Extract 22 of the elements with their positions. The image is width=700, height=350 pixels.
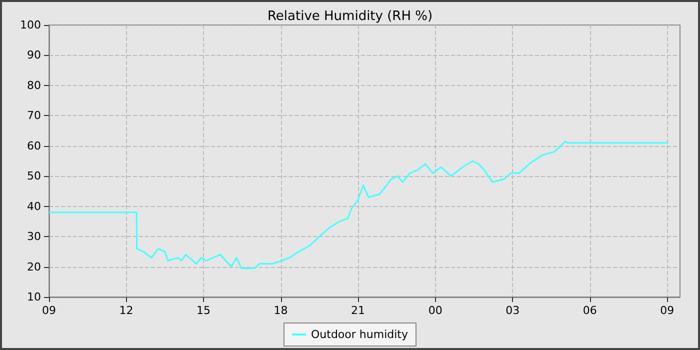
legend-label: Outdoor humidity (311, 328, 408, 341)
y-tick-label: 90 (27, 48, 41, 62)
y-tick-label: 10 (27, 290, 41, 304)
y-tick-label: 100 (20, 18, 41, 32)
y-tick-label: 70 (27, 109, 41, 122)
x-tick-label: 21 (351, 304, 366, 317)
x-tick-label: 15 (196, 304, 211, 317)
x-tick-label: 18 (274, 304, 288, 317)
chart-title: Relative Humidity (RH %) (267, 9, 433, 24)
y-tick-label: 50 (27, 170, 41, 183)
y-tick-label: 20 (27, 260, 41, 274)
x-tick-label: 09 (660, 304, 674, 317)
y-tick-label: 40 (27, 200, 41, 213)
y-tick-label: 60 (27, 139, 41, 152)
y-tick-label: 30 (27, 230, 41, 244)
x-tick-label: 03 (506, 304, 520, 317)
x-tick-label: 06 (582, 304, 597, 317)
x-tick-label: 00 (428, 304, 442, 317)
y-tick-label: 80 (27, 78, 41, 92)
x-tick-label: 09 (42, 304, 56, 317)
line-series (48, 140, 669, 270)
x-tick-label: 12 (119, 304, 134, 317)
